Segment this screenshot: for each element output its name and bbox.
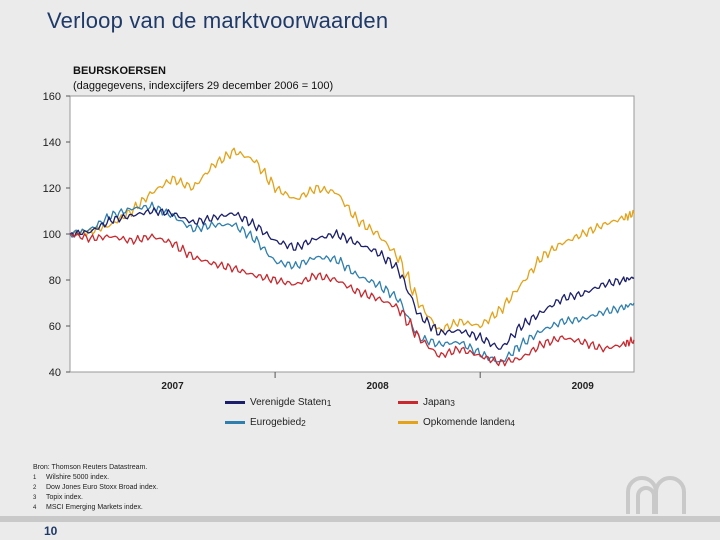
series-line-opkomende-landen — [69, 147, 635, 333]
legend-item-emerging: Opkomende landen 4 — [398, 417, 515, 428]
footnote-source: Bron: Thomson Reuters Datastream. — [33, 464, 148, 471]
footnote-text: Topix index. — [46, 494, 83, 501]
series-line-verenigde-staten — [69, 207, 635, 350]
legend-item-japan: Japan 3 — [398, 397, 455, 408]
footnote-text: Dow Jones Euro Stoxx Broad index. — [46, 484, 159, 491]
stock-index-chart: 40 60 80 100 120 140 160 2007 2008 2009 — [43, 91, 635, 392]
legend-label-emerging: Opkomende landen — [423, 417, 511, 428]
footnote-text: MSCI Emerging Markets index. — [46, 504, 143, 511]
legend-label-us: Verenigde Staten — [250, 397, 327, 408]
y-tick-label: 100 — [43, 229, 61, 241]
footnote-mark: 2 — [33, 485, 37, 491]
legend-item-eurozone: Eurogebied 2 — [225, 417, 306, 428]
y-tick-label: 160 — [43, 91, 61, 103]
x-tick-label: 2007 — [161, 381, 184, 392]
series-line-eurogebied — [69, 201, 635, 363]
legend-swatch-emerging — [398, 421, 418, 424]
legend-sup-emerging: 4 — [510, 417, 515, 428]
footnote-2: 2 Dow Jones Euro Stoxx Broad index. — [33, 483, 158, 493]
slide-title: Verloop van de marktvoorwaarden — [47, 8, 389, 33]
legend-swatch-japan — [398, 401, 418, 404]
plot-area — [69, 95, 635, 373]
footnotes: Bron: Thomson Reuters Datastream. 1 Wilsh… — [33, 463, 158, 513]
legend-item-us: Verenigde Staten 1 — [225, 397, 331, 408]
x-tick-label: 2009 — [572, 381, 595, 392]
bottom-bar — [0, 516, 720, 522]
footnote-mark: 1 — [33, 475, 37, 481]
legend-sup-japan: 3 — [450, 397, 455, 408]
legend-sup-eurozone: 2 — [301, 417, 306, 428]
footnote-1: 1 Wilshire 5000 index. — [33, 473, 158, 483]
x-tick-label: 2008 — [367, 381, 390, 392]
y-tick-label: 140 — [43, 137, 61, 149]
chart-subtitle: (daggegevens, indexcijfers 29 december 2… — [73, 80, 334, 92]
chart-heading: BEURSKOERSEN (daggegevens, indexcijfers … — [73, 64, 333, 94]
page-number: 10 — [44, 524, 58, 538]
y-tick-label: 120 — [43, 183, 61, 195]
legend-sup-us: 1 — [326, 397, 332, 408]
chart-title: BEURSKOERSEN — [73, 65, 166, 77]
footnote-mark: 3 — [33, 495, 37, 501]
series-line-japan — [69, 232, 635, 367]
footnote-3: 3 Topix index. — [33, 493, 158, 503]
bank-logo-icon — [626, 476, 686, 514]
y-tick-label: 60 — [49, 321, 61, 333]
legend-swatch-us — [225, 401, 245, 404]
legend-label-eurozone: Eurogebied — [250, 417, 302, 428]
y-tick-label: 80 — [49, 275, 61, 287]
y-tick-label: 40 — [49, 367, 61, 379]
legend-label-japan: Japan — [423, 397, 451, 408]
footnote-4: 4 MSCI Emerging Markets index. — [33, 503, 158, 513]
footnote-text: Wilshire 5000 index. — [46, 474, 110, 481]
legend-swatch-eurozone — [225, 421, 245, 424]
footnote-mark: 4 — [33, 505, 37, 511]
